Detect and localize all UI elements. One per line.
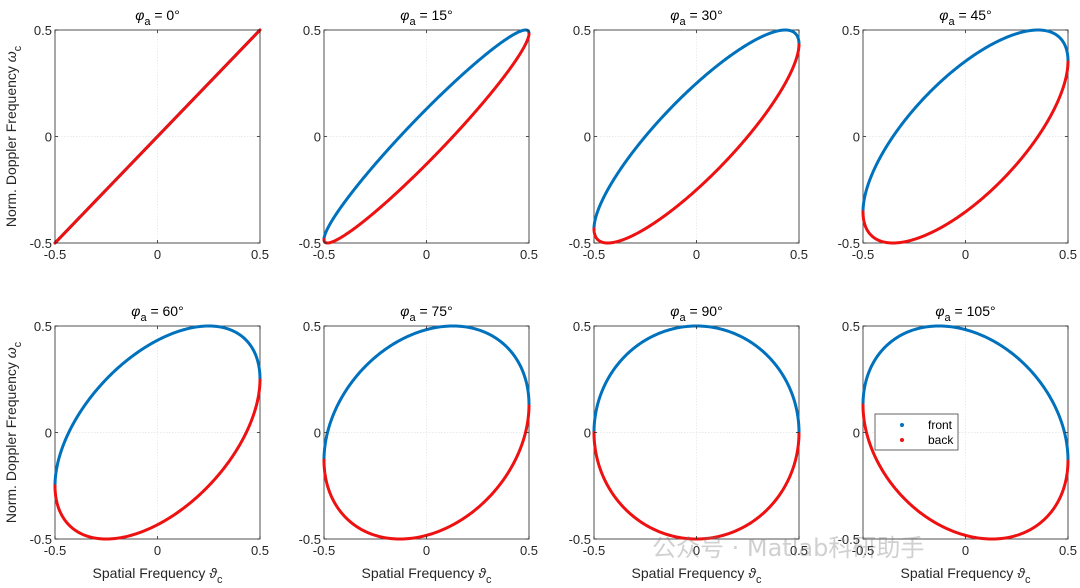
series-back [861,403,1070,541]
y-tick-label: -0.5 [30,532,52,547]
series-front [322,324,531,462]
subplot-0: -0.5 0 0.5 -0.5 0 0.5 φa = 0° Norm. Doppler Fre… [3,7,269,262]
y-tick-label: 0 [45,130,52,145]
x-tick-label: -0.5 [313,543,335,558]
x-tick-label: 0 [154,247,161,262]
series-back [861,60,1070,245]
y-tick-label: 0 [314,426,321,441]
x-tick-label: 0 [423,543,430,558]
x-tick-label: 0 [423,247,430,262]
series-back [322,404,531,541]
series-front [53,324,262,488]
x-tick-label: 0 [693,247,700,262]
y-tick-label: 0.5 [34,319,52,334]
legend-marker-front [900,423,904,427]
y-tick-label: 0.5 [303,319,321,334]
x-axis-label: Spatial Frequency ϑc [901,565,1031,586]
legend-box [874,413,959,451]
y-tick-label: 0.5 [842,319,860,334]
x-tick-label: -0.5 [852,543,874,558]
subplot-title: φa = 105° [935,303,995,324]
subplot-title: φa = 0° [135,7,180,28]
x-tick-label: 0.5 [790,247,808,262]
y-tick-label: 0 [853,130,860,145]
x-tick-label: -0.5 [313,247,335,262]
series-back [322,32,531,245]
x-tick-label: -0.5 [852,247,874,262]
y-tick-label: 0.5 [303,23,321,38]
watermark: 公众号 · Matlab科研助手 [652,534,925,562]
y-tick-label: 0 [584,426,591,441]
legend-marker-back [900,438,904,442]
x-tick-label: 0 [962,543,969,558]
x-tick-label: 0.5 [790,543,808,558]
x-axis-label: Spatial Frequency ϑc [362,565,492,586]
series-front [322,28,531,241]
subplot-title: φa = 90° [670,303,722,324]
y-tick-label: -0.5 [838,532,860,547]
subplot-7: -0.5 0 0.5 -0.5 0 0.5 φa = 105° Spatial Frequen… [838,303,1077,586]
subplot-5: -0.5 0 0.5 -0.5 0 0.5 φa = 75° Spatial Frequenc… [299,303,538,586]
y-tick-label: -0.5 [569,236,591,251]
y-tick-label: 0.5 [573,23,591,38]
y-tick-label: -0.5 [299,236,321,251]
x-tick-label: -0.5 [44,543,66,558]
series-back [592,43,801,245]
y-tick-label: -0.5 [838,236,860,251]
x-tick-label: 0.5 [1059,247,1077,262]
x-axis-label: Spatial Frequency ϑc [632,565,762,586]
x-tick-label: -0.5 [44,247,66,262]
y-tick-label: -0.5 [569,532,591,547]
y-tick-label: -0.5 [30,236,52,251]
subplot-title: φa = 75° [400,303,452,324]
x-tick-label: 0 [693,543,700,558]
subplot-3: -0.5 0 0.5 -0.5 0 0.5 φa = 45° [838,7,1077,262]
x-tick-label: 0 [962,247,969,262]
subplot-title: φa = 45° [939,7,991,28]
y-tick-label: 0 [853,426,860,441]
x-tick-label: -0.5 [583,247,605,262]
x-tick-label: 0 [154,543,161,558]
y-tick-label: 0 [314,130,321,145]
y-tick-label: -0.5 [299,532,321,547]
x-tick-label: 0.5 [251,247,269,262]
x-tick-label: -0.5 [583,543,605,558]
x-tick-label: 0.5 [520,247,538,262]
x-axis-label: Spatial Frequency ϑc [93,565,223,586]
y-tick-label: 0.5 [842,23,860,38]
y-tick-label: 0 [45,426,52,441]
legend-label-front: front [928,418,953,432]
y-tick-label: 0 [584,130,591,145]
y-tick-label: 0.5 [573,319,591,334]
subplot-1: -0.5 0 0.5 -0.5 0 0.5 φa = 15° [299,7,538,262]
series-back [53,378,262,541]
series-front [592,28,801,231]
subplot-title: φa = 15° [400,7,452,28]
legend-label-back: back [928,433,954,447]
series-front [861,28,1070,214]
x-tick-label: 0.5 [1059,543,1077,558]
y-tick-label: 0.5 [34,23,52,38]
series-front [861,324,1070,462]
subplot-4: -0.5 0 0.5 -0.5 0 0.5 φa = 60° Norm. Doppler Fr… [3,303,269,586]
subplot-title: φa = 60° [131,303,183,324]
x-tick-label: 0.5 [251,543,269,558]
subplot-2: -0.5 0 0.5 -0.5 0 0.5 φa = 30° [569,7,808,262]
x-tick-label: 0.5 [520,543,538,558]
y-axis-label: Norm. Doppler Frequency ωc [3,45,24,227]
series-back [592,431,801,541]
y-axis-label: Norm. Doppler Frequency ωc [3,341,24,523]
subplot-6: -0.5 0 0.5 -0.5 0 0.5 φa = 90° Spatial Frequenc… [569,303,808,586]
series-back [53,28,262,245]
subplot-title: φa = 30° [670,7,722,28]
